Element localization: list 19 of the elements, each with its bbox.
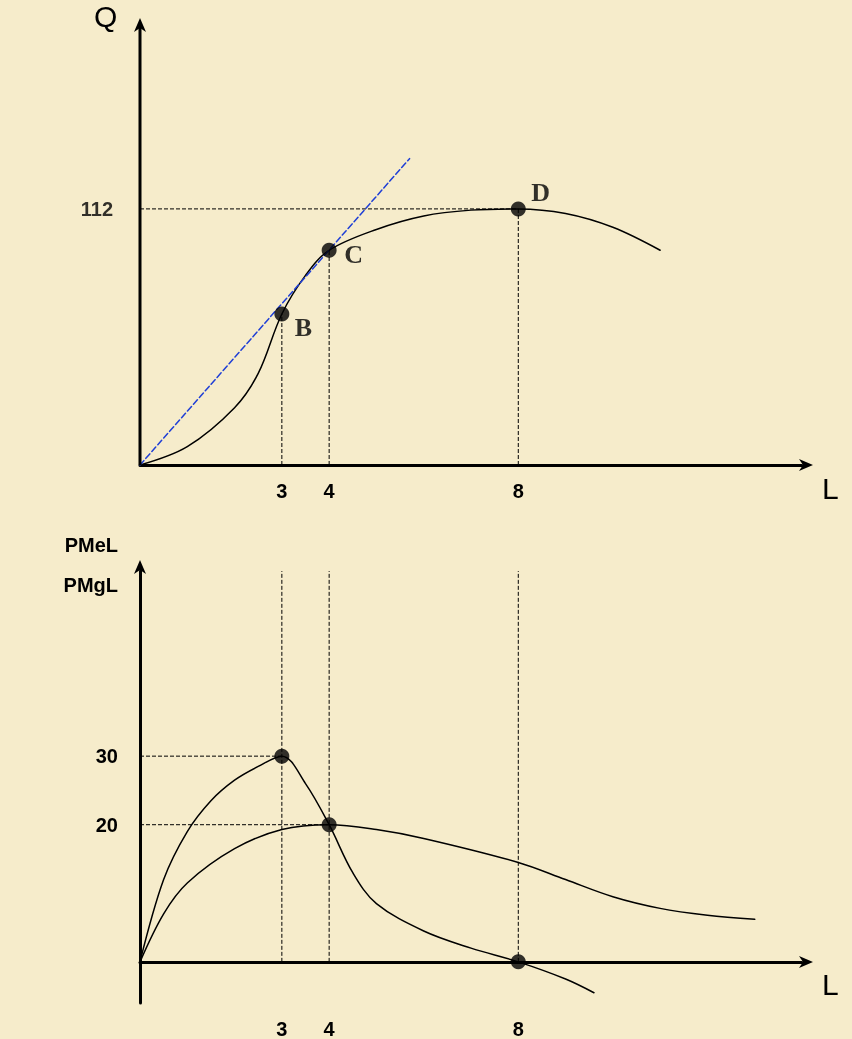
x-tick-label: 3 (276, 1018, 288, 1039)
x-tick-label: 3 (276, 480, 288, 502)
point (321, 817, 337, 833)
x-tick-label: 4 (323, 1018, 336, 1039)
annotation: C (344, 239, 363, 269)
x-axis-title: L (822, 968, 839, 1002)
x-tick-label: 8 (512, 480, 524, 502)
point (510, 954, 526, 970)
annotation: D (531, 178, 551, 208)
annotation: B (294, 313, 313, 343)
x-tick-label: 8 (512, 1018, 524, 1039)
y-tick-label: 30 (95, 745, 118, 768)
x-axis-title: L (822, 471, 839, 505)
y-tick-label: 20 (95, 813, 118, 836)
x-tick-label: 4 (323, 480, 336, 502)
y-axis-title: Q (94, 0, 118, 33)
annotation: 112 (80, 197, 113, 220)
y-axis-title: PMeL PMgL (63, 534, 118, 596)
point (274, 748, 290, 764)
